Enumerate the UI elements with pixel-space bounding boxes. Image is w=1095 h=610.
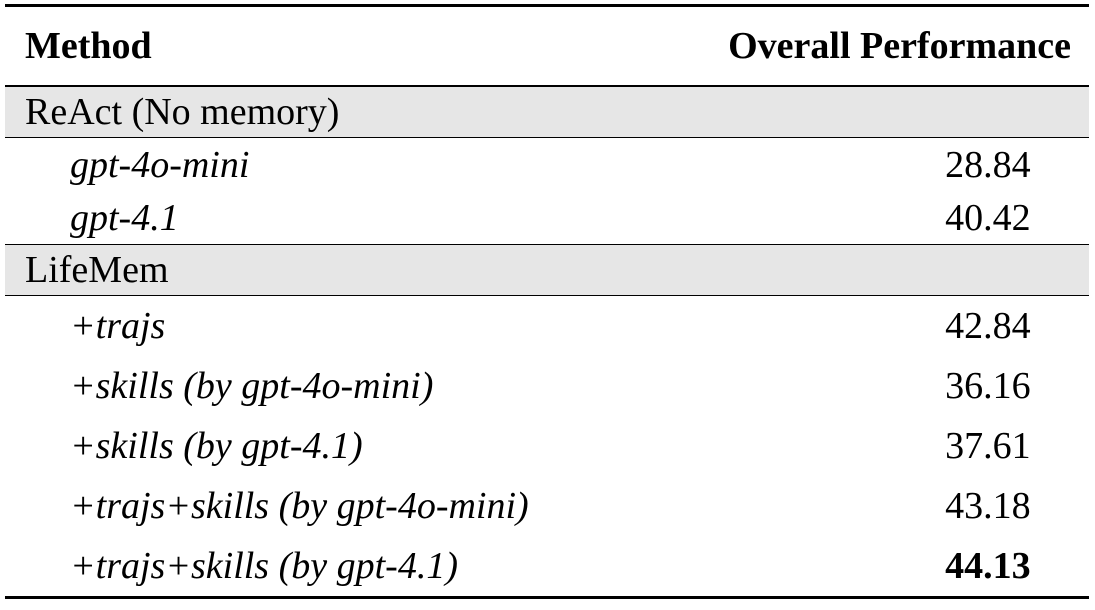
score-cell: 37.61 [945, 425, 1031, 467]
data-row: +trajs 42.84 [5, 296, 1089, 357]
score-cell: 40.42 [945, 196, 1031, 239]
score-cell: 28.84 [945, 143, 1031, 186]
section-title: LifeMem [5, 244, 1089, 296]
data-row: +skills (by gpt-4.1) 37.61 [5, 416, 1089, 476]
score-cell: 42.84 [945, 305, 1031, 347]
method-cell: gpt-4o-mini [70, 143, 250, 186]
data-row: gpt-4o-mini 28.84 [5, 138, 1089, 192]
method-cell: +skills (by gpt-4.1) [70, 425, 363, 467]
data-row: +trajs+skills (by gpt-4.1) 44.13 [5, 536, 1089, 599]
score-cell: 36.16 [945, 365, 1031, 407]
method-cell: +trajs [70, 305, 166, 347]
method-cell: +skills (by gpt-4o-mini) [70, 365, 434, 407]
table-header: Method Overall Performance [5, 4, 1089, 87]
method-cell: gpt-4.1 [70, 196, 179, 239]
header-row: Method Overall Performance [5, 4, 1089, 87]
data-row: +trajs+skills (by gpt-4o-mini) 43.18 [5, 476, 1089, 536]
header-cell: Overall Performance [646, 4, 1089, 87]
data-row: gpt-4.1 40.42 [5, 191, 1089, 245]
section-row: LifeMem [5, 244, 1089, 296]
results-table: Method Overall Performance ReAct (No mem… [5, 4, 1089, 599]
header-cell: Method [5, 4, 647, 87]
data-row: +skills (by gpt-4o-mini) 36.16 [5, 356, 1089, 416]
method-cell: +trajs+skills (by gpt-4o-mini) [70, 485, 529, 527]
method-cell: +trajs+skills (by gpt-4.1) [5, 536, 647, 599]
section-row: ReAct (No memory) [5, 85, 1089, 138]
section-title: ReAct (No memory) [5, 85, 1089, 138]
score-cell: 44.13 [646, 536, 1089, 599]
table-section: ReAct (No memory) gpt-4o-mini 28.84 gpt-4.1… [5, 85, 1089, 245]
table-section: LifeMem +trajs 42.84 +skills (by gpt-4o-min… [5, 244, 1089, 599]
score-cell: 43.18 [945, 485, 1031, 527]
